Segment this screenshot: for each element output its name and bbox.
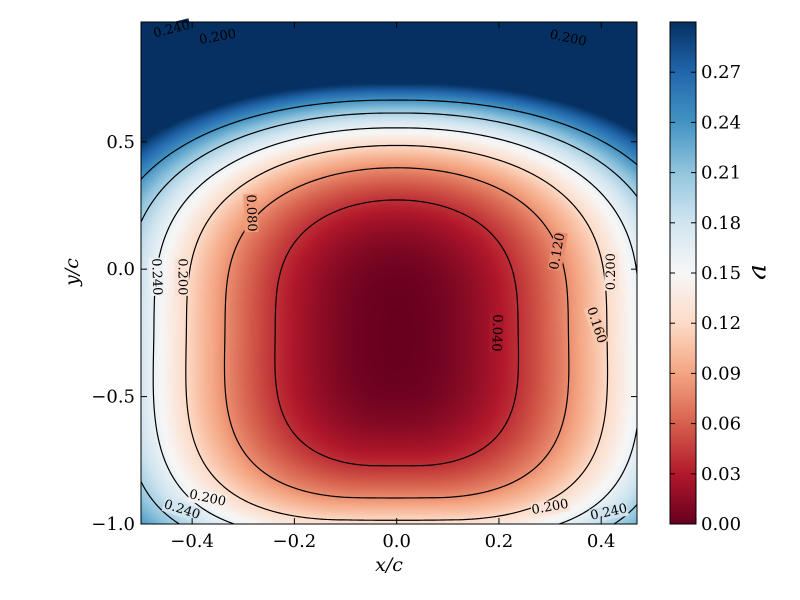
contour-line-0-24: [141, 99, 637, 180]
y-tick-label: 0.0: [106, 259, 135, 280]
x-tick-label: −0.4: [170, 531, 214, 552]
contour-label-bg: [588, 501, 629, 524]
y-axis-ticks: −1.0 −0.5 0.0 0.5: [91, 132, 637, 535]
x-tick-label: 0.4: [587, 531, 616, 552]
colorbar-tick-label: 0.03: [701, 464, 741, 485]
contour-label-bg: [161, 497, 203, 523]
colorbar-ticks: 0.00 0.03 0.06 0.09 0.12 0.15 0.18 0.21 0.24 0.27: [670, 62, 741, 535]
x-tick-label: 0.0: [382, 531, 411, 552]
contour-label-bg: [187, 487, 228, 510]
y-tick-label: −1.0: [91, 514, 135, 535]
contour-line-0-12: [185, 144, 609, 521]
colorbar-tick-label: 0.00: [701, 514, 741, 535]
y-tick-label: −0.5: [91, 387, 135, 408]
contour-label-bg: [174, 257, 189, 296]
contour-label-bg: [604, 252, 619, 291]
plot-frame: [140, 21, 638, 525]
colorbar-label: ν: [745, 264, 775, 280]
contour-label: 0.200: [530, 497, 569, 518]
contour-label-bg: [148, 257, 164, 297]
contour-line-0-20: [141, 112, 637, 524]
colorbar-tick-label: 0.09: [701, 363, 741, 384]
colorbar-tick-label: 0.21: [701, 163, 741, 184]
contour-label: 0.040: [488, 314, 504, 352]
contour-label: 0.080: [243, 194, 259, 232]
contour-label-group: 0.240: [148, 257, 164, 297]
contour-label: 0.200: [174, 258, 189, 295]
colorbar-tick-label: 0.24: [701, 112, 741, 133]
heatmap-image: [141, 22, 637, 524]
colorbar-tick-label: 0.12: [701, 313, 741, 334]
contour-label-bg: [547, 27, 589, 50]
contour-label-bg: [583, 304, 609, 346]
contour-label-group: 0.040: [488, 313, 505, 353]
colorbar-tick-label: 0.27: [701, 62, 741, 83]
x-axis-ticks: −0.4 −0.2 0.0 0.2 0.4: [170, 22, 616, 552]
contour-label: 0.200: [198, 27, 237, 48]
contour-label-group: 0.200: [174, 257, 189, 296]
contour-label: 0.200: [604, 253, 619, 290]
contour-label-group: 0.200: [197, 27, 238, 48]
contour-label-group: 0.200: [604, 252, 619, 291]
contour-label-bg: [488, 313, 505, 353]
colorbar-tick-label: 0.15: [701, 263, 741, 284]
x-tick-label: 0.2: [485, 531, 514, 552]
contour-label-group: 0.080: [243, 193, 259, 233]
contour-label: 0.240: [148, 258, 164, 296]
contour-label-bg: [197, 27, 238, 48]
y-axis-label: y/c: [61, 258, 83, 287]
colorbar-tick-label: 0.06: [701, 414, 741, 435]
contour-label: 0.120: [547, 232, 568, 271]
colorbar: 0.00 0.03 0.06 0.09 0.12 0.15 0.18 0.21 0.24 0.27…: [669, 21, 775, 535]
x-tick-label: −0.2: [273, 531, 317, 552]
contour-label-bg: [547, 231, 568, 272]
y-tick-label: 0.5: [106, 132, 135, 153]
contour-line-0-04: [274, 199, 520, 467]
contour-label-bg: [243, 193, 259, 233]
colorbar-tick-label: 0.18: [701, 213, 741, 234]
contour-label-bg: [151, 18, 192, 41]
contour-label-group: 0.200: [530, 497, 571, 518]
x-axis-label: x/c: [375, 554, 403, 576]
contour-label-bg: [530, 497, 571, 518]
contour-label-group: 0.120: [547, 231, 568, 272]
